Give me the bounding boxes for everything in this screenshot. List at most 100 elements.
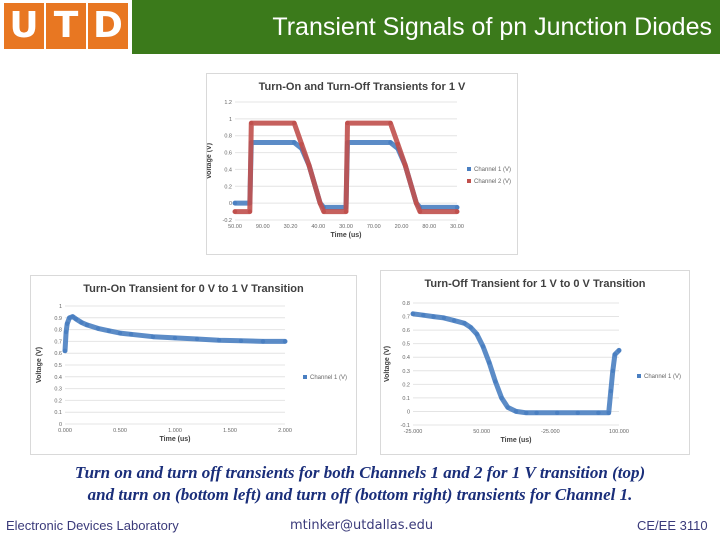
data-point <box>343 209 349 214</box>
y-tick-label: 0.3 <box>54 387 62 393</box>
x-axis-label: Time (us) <box>501 437 532 444</box>
data-point <box>292 140 297 145</box>
y-tick-label: 0.1 <box>54 410 62 416</box>
x-tick-label: 50.000 <box>473 429 490 435</box>
data-point <box>79 320 84 325</box>
data-point <box>84 322 90 328</box>
data-point <box>249 120 254 126</box>
y-tick-label: -0.1 <box>401 423 410 429</box>
data-point <box>67 315 72 320</box>
data-point <box>128 332 134 337</box>
data-point <box>616 348 622 353</box>
logo-letter-u: U <box>4 3 44 49</box>
data-point <box>73 316 79 322</box>
data-point <box>414 200 419 206</box>
data-point <box>493 379 498 384</box>
y-tick-label: 0.2 <box>402 382 410 388</box>
y-tick-label: 0.5 <box>54 363 62 369</box>
data-point <box>216 338 222 343</box>
legend-marker <box>637 374 641 378</box>
y-tick-label: -0.2 <box>223 218 232 224</box>
data-point <box>608 388 613 394</box>
x-tick-label: 30.00 <box>450 224 464 230</box>
data-point <box>596 410 601 415</box>
data-point <box>306 163 312 168</box>
data-point <box>474 332 480 337</box>
data-point <box>117 330 123 336</box>
data-point <box>172 335 178 341</box>
data-point <box>454 209 460 214</box>
y-tick-label: 0.2 <box>54 398 62 404</box>
x-tick-label: 30.00 <box>339 224 353 230</box>
y-axis-label: Voltage (V) <box>384 346 391 382</box>
series-line-1 <box>62 314 288 354</box>
y-tick-label: 0.1 <box>402 396 410 402</box>
caption-line-1: Turn on and turn off transients for both… <box>74 463 646 482</box>
data-point <box>441 315 447 321</box>
x-axis-label: Time (us) <box>331 232 362 239</box>
y-tick-label: 0.2 <box>224 184 232 190</box>
chart-bottom-right-svg: Turn-Off Transient for 1 V to 0 V Transi… <box>384 278 681 444</box>
x-tick-label: 40.00 <box>311 224 325 230</box>
data-point <box>299 141 304 147</box>
data-point <box>106 328 112 333</box>
x-axis-label: Time (us) <box>160 436 191 443</box>
y-tick-label: 0.8 <box>224 134 232 140</box>
utd-logo: U T D <box>0 0 132 54</box>
data-point <box>487 360 492 365</box>
y-tick-label: 0 <box>407 409 410 415</box>
y-tick-label: 0 <box>59 422 62 428</box>
data-point <box>480 344 486 349</box>
data-point <box>534 410 539 415</box>
series-line-2 <box>232 120 460 215</box>
y-tick-label: 0 <box>229 201 232 207</box>
data-point <box>431 314 436 319</box>
y-tick-label: 1 <box>229 117 232 123</box>
x-tick-label: -25.000 <box>404 429 423 435</box>
data-point <box>462 321 467 326</box>
data-point <box>499 395 504 401</box>
x-tick-label: 70.00 <box>367 224 381 230</box>
footer-lab-name: Electronic Devices Laboratory <box>6 518 179 533</box>
y-axis-label: Voltage (V) <box>207 143 213 179</box>
legend-entry: Channel 1 (V) <box>310 375 347 381</box>
y-tick-label: 0.4 <box>224 167 232 173</box>
data-point <box>388 120 393 126</box>
y-tick-label: 0.9 <box>54 316 62 322</box>
data-point <box>317 200 323 206</box>
chart-title: Turn-On Transient for 0 V to 1 V Transit… <box>83 283 304 295</box>
x-tick-label: 90.00 <box>256 224 270 230</box>
data-point <box>247 209 252 214</box>
y-tick-label: 0.5 <box>402 342 410 348</box>
x-tick-label: 30.20 <box>284 224 298 230</box>
y-tick-label: 0.7 <box>402 315 410 321</box>
data-point <box>410 311 416 316</box>
chart-top: Turn-On and Turn-Off Transients for 1 V 1… <box>206 73 518 255</box>
x-tick-label: 100.000 <box>609 429 629 435</box>
chart-top-svg: Turn-On and Turn-Off Transients for 1 V 1… <box>206 81 511 239</box>
data-point <box>421 313 426 318</box>
data-point <box>610 368 615 373</box>
y-tick-label: 0.4 <box>54 375 62 381</box>
chart-title: Turn-Off Transient for 1 V to 0 V Transi… <box>424 278 645 290</box>
data-point <box>417 209 423 214</box>
footer-email: mtinker@utdallas.edu <box>290 518 434 533</box>
x-tick-label: 0.500 <box>113 428 127 434</box>
figure-caption: Turn on and turn off transients for both… <box>10 462 710 506</box>
footer-course: CE/EE 3110 <box>637 518 708 533</box>
data-point <box>388 140 393 145</box>
x-tick-label: 1.500 <box>223 428 237 434</box>
data-point <box>468 325 473 330</box>
y-tick-label: 1 <box>59 304 62 310</box>
y-tick-label: 0.8 <box>402 301 410 307</box>
legend-marker <box>303 375 307 379</box>
data-point <box>232 209 238 214</box>
logo-letter-d: D <box>88 3 128 49</box>
data-point <box>524 410 529 415</box>
data-point <box>70 314 75 319</box>
data-point <box>555 410 560 415</box>
data-point <box>395 141 400 147</box>
data-point <box>606 410 611 415</box>
data-point <box>505 405 510 410</box>
chart-bottom-left: Turn-On Transient for 0 V to 1 V Transit… <box>30 275 357 455</box>
